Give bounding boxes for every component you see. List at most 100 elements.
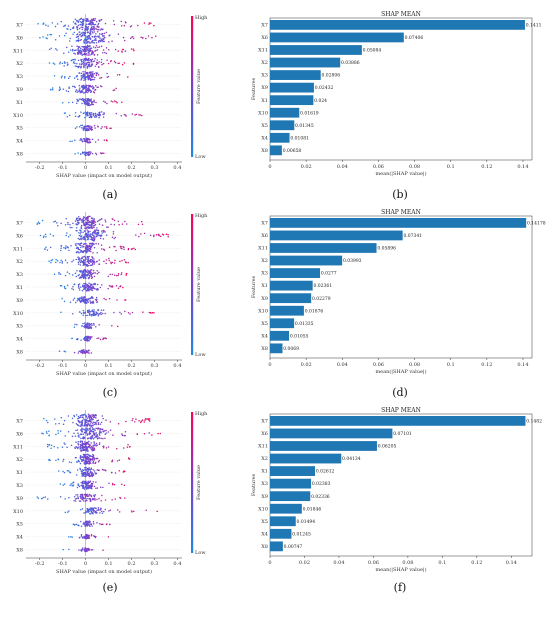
shap-point: [78, 283, 81, 285]
shap-point: [97, 231, 99, 234]
shap-point: [79, 23, 81, 26]
shap-point: [61, 75, 63, 77]
shap-point: [89, 54, 91, 56]
shap-point: [98, 271, 100, 274]
shap-point: [137, 223, 140, 226]
shap-point: [86, 226, 88, 228]
shap-point: [64, 223, 67, 226]
shap-point: [67, 25, 70, 27]
shap-point: [88, 22, 91, 24]
shap-point: [91, 336, 93, 338]
feature-label: X10: [13, 311, 23, 317]
shap-point: [61, 260, 64, 263]
shap-point: [46, 443, 49, 446]
x-tick-label: 0: [84, 165, 87, 171]
shap-point: [103, 469, 105, 471]
shap-point: [44, 248, 46, 250]
shap-point: [51, 22, 54, 24]
shap-point: [91, 315, 93, 317]
shap-point: [94, 141, 97, 143]
shap-point: [97, 40, 100, 43]
shap-point: [98, 46, 101, 48]
shap-point: [85, 73, 87, 75]
shap-point: [124, 497, 126, 499]
shap-point: [77, 90, 79, 93]
shap-point: [81, 423, 84, 425]
shap-point: [92, 242, 95, 245]
shap-point: [88, 534, 90, 537]
shap-point: [63, 285, 66, 288]
shap-point: [86, 141, 89, 144]
shap-point: [100, 18, 103, 21]
shap-point: [93, 222, 95, 225]
shap-point: [78, 234, 81, 237]
shap-point: [79, 440, 82, 442]
shap-point: [104, 221, 107, 223]
shap-point: [85, 38, 88, 41]
shap-point: [108, 297, 111, 300]
shap-point: [84, 87, 87, 89]
shap-point: [134, 421, 136, 423]
shap-point: [84, 495, 87, 497]
feature-label: X4: [261, 531, 268, 537]
shap-point: [71, 45, 73, 48]
shap-point: [89, 420, 91, 422]
shap-point: [69, 224, 71, 226]
shap-point: [75, 226, 78, 229]
shap-point: [82, 88, 84, 91]
shap-point: [91, 220, 94, 222]
shap-point: [83, 42, 85, 44]
shap-point: [86, 98, 88, 100]
shap-point: [158, 234, 160, 237]
bar-x10: [270, 107, 300, 118]
shap-point: [89, 470, 92, 473]
shap-point: [94, 282, 96, 285]
shap-point: [80, 525, 83, 527]
shap-point: [149, 311, 152, 314]
shap-point: [71, 101, 74, 104]
shap-point: [83, 242, 86, 245]
shap-point: [96, 298, 98, 301]
shap-point: [131, 113, 134, 115]
shap-points-x10: [64, 507, 158, 515]
shap-point: [106, 59, 108, 61]
shap-point: [86, 67, 89, 69]
shap-point: [111, 40, 113, 42]
shap-point: [91, 51, 94, 53]
shap-point: [80, 17, 83, 20]
shap-point: [153, 234, 155, 236]
shap-point: [81, 62, 83, 65]
shap-point: [63, 112, 66, 114]
shap-point: [90, 236, 93, 239]
shap-point: [92, 17, 95, 20]
shap-points-x8: [62, 547, 104, 553]
shap-point: [95, 432, 98, 434]
shap-point: [83, 62, 86, 65]
shap-point: [41, 219, 44, 222]
shap-point: [153, 24, 155, 27]
shap-point: [86, 269, 89, 271]
shap-point: [75, 217, 78, 219]
bar-value-label: 0.01055: [290, 333, 309, 339]
shap-point: [80, 60, 83, 63]
shap-point: [84, 32, 87, 34]
shap-point: [49, 33, 51, 36]
shap-point: [71, 85, 74, 88]
shap-point: [96, 86, 98, 89]
shap-point: [81, 493, 84, 496]
shap-point: [83, 230, 86, 232]
shap-point: [85, 242, 87, 245]
shap-point: [68, 87, 70, 89]
shap-point: [121, 63, 124, 66]
shap-point: [93, 287, 96, 290]
shap-point: [80, 227, 83, 230]
shap-point: [102, 523, 104, 525]
bar-x8: [270, 541, 283, 552]
feature-label: X7: [16, 418, 23, 424]
shap-point: [60, 259, 62, 261]
shap-point: [92, 422, 94, 425]
shap-point: [89, 138, 91, 141]
shap-point: [93, 60, 96, 62]
shap-point: [80, 226, 82, 228]
